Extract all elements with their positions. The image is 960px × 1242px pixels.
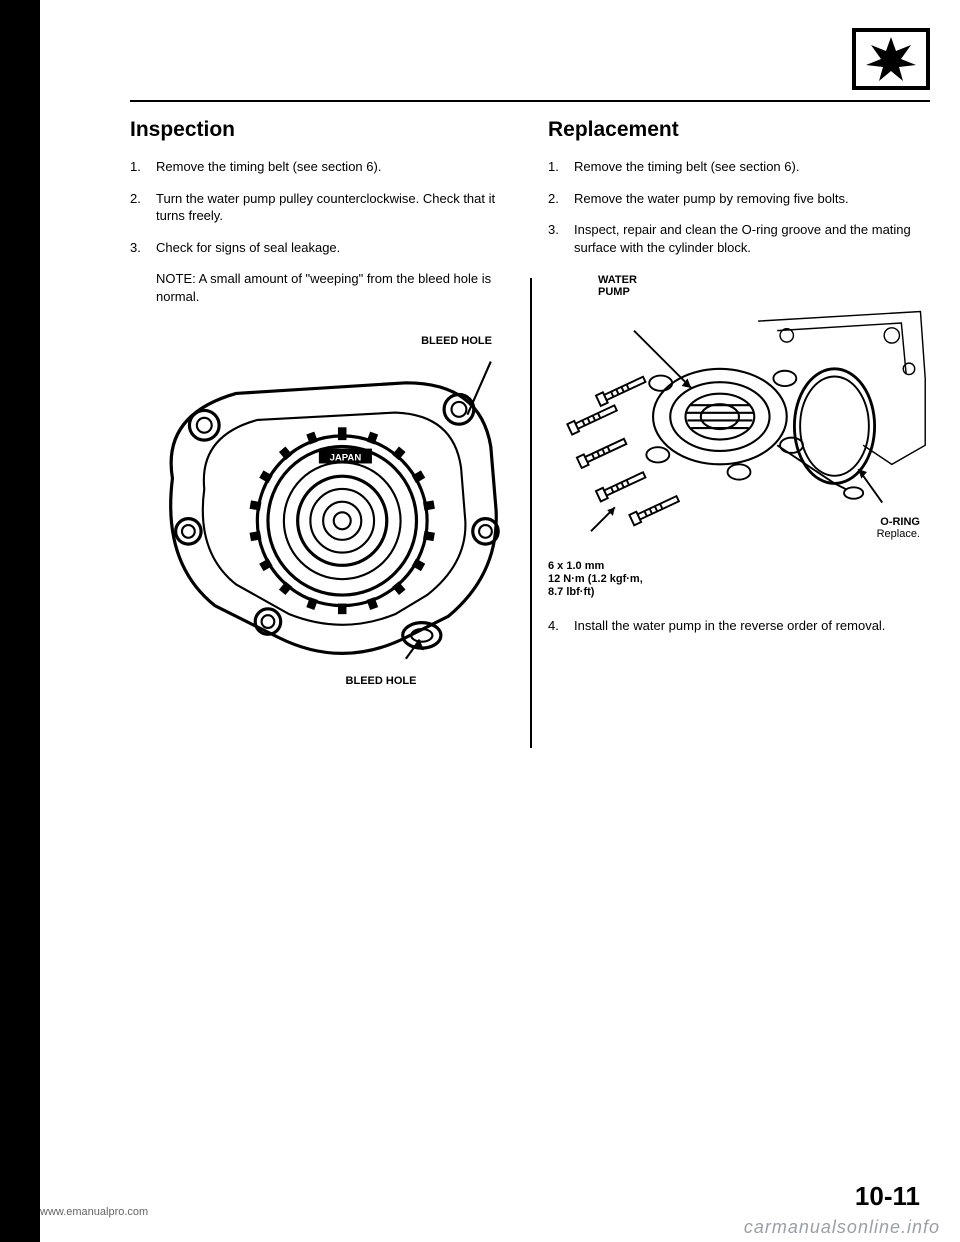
- top-rule: [130, 100, 930, 102]
- bleed-hole-label-top: BLEED HOLE: [130, 335, 492, 347]
- section-icon-box: [852, 28, 930, 90]
- bolt-spec-callout: 6 x 1.0 mm 12 N·m (1.2 kgf·m, 8.7 lbf·ft…: [548, 560, 643, 600]
- content-columns: Inspection Remove the timing belt (see s…: [130, 118, 930, 687]
- step: Check for signs of seal leakage.: [130, 239, 512, 257]
- watermark-left: www.emanualpro.com: [40, 1206, 148, 1218]
- replacement-figure-wrap: WATER PUMP: [548, 274, 930, 599]
- svg-text:JAPAN: JAPAN: [330, 453, 362, 464]
- replacement-steps-top: Remove the timing belt (see section 6). …: [548, 158, 930, 256]
- water-pump-callout: WATER PUMP: [598, 274, 930, 298]
- right-column: Replacement Remove the timing belt (see …: [530, 118, 930, 687]
- watermark-right: carmanualsonline.info: [744, 1217, 940, 1238]
- oring-sublabel: Replace.: [877, 528, 920, 540]
- replacement-heading: Replacement: [548, 118, 930, 142]
- bleed-hole-label-bottom: BLEED HOLE: [250, 675, 512, 687]
- step: Remove the timing belt (see section 6).: [130, 158, 512, 176]
- left-column: Inspection Remove the timing belt (see s…: [130, 118, 530, 687]
- page-number: 10-11: [855, 1181, 920, 1212]
- replacement-steps-bottom: Install the water pump in the reverse or…: [548, 617, 930, 635]
- manual-page: Inspection Remove the timing belt (see s…: [40, 0, 960, 1242]
- inspection-heading: Inspection: [130, 118, 512, 142]
- column-divider: [530, 278, 532, 748]
- oring-callout: O-RING Replace.: [877, 516, 920, 540]
- step: Remove the water pump by removing five b…: [548, 190, 930, 208]
- inspection-steps: Remove the timing belt (see section 6). …: [130, 158, 512, 256]
- step: Turn the water pump pulley counterclockw…: [130, 190, 512, 225]
- inspection-note: NOTE: A small amount of "weeping" from t…: [130, 270, 512, 305]
- star-asterisk-icon: [861, 35, 921, 83]
- oring-label: O-RING: [880, 516, 920, 528]
- step: Remove the timing belt (see section 6).: [548, 158, 930, 176]
- step: Inspect, repair and clean the O-ring gro…: [548, 221, 930, 256]
- water-pump-replacement-figure: [548, 302, 930, 550]
- step: Install the water pump in the reverse or…: [548, 617, 930, 635]
- water-pump-inspection-figure: JAPAN: [130, 351, 512, 669]
